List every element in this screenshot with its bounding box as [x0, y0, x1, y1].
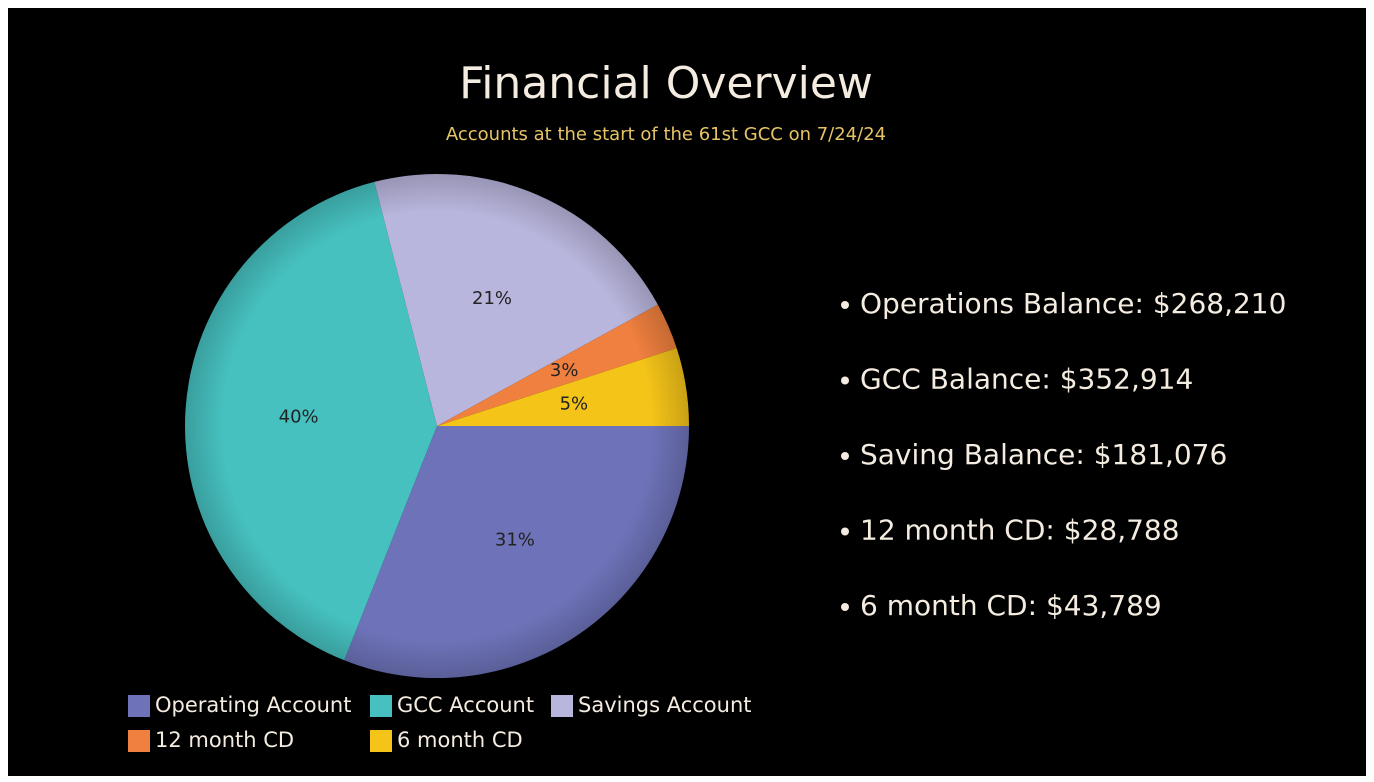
bullet-text: 12 month CD: $28,788: [860, 514, 1180, 547]
chart-title: Financial Overview: [459, 58, 873, 109]
slice-label: 31%: [495, 530, 535, 551]
bullet: [841, 376, 849, 385]
bullet: [841, 527, 849, 536]
bullet-text: 6 month CD: $43,789: [860, 589, 1162, 622]
legend-label: 6 month CD: [397, 728, 523, 752]
legend-swatch: [370, 730, 392, 752]
legend-swatch: [128, 695, 150, 717]
slice-label: 21%: [472, 288, 512, 309]
bullet: [841, 301, 849, 309]
bullet-text: GCC Balance: $352,914: [860, 363, 1193, 396]
chart-subtitle: Accounts at the start of the 61st GCC on…: [446, 124, 886, 145]
legend-label: GCC Account: [397, 693, 534, 717]
slice-label: 5%: [560, 393, 589, 414]
bullet-text: Saving Balance: $181,076: [860, 438, 1227, 471]
slice-label: 40%: [279, 406, 319, 427]
legend: Operating Account GCC Account Savings Acco…: [128, 693, 752, 752]
bullet-list: Operations Balance: $268,210 GCC Balance:…: [841, 287, 1286, 622]
legend-swatch: [551, 695, 573, 717]
pie: 31% 40% 21% 3% 5%: [184, 174, 689, 679]
legend-swatch: [370, 695, 392, 717]
slice-label: 3%: [550, 360, 579, 381]
legend-label: Savings Account: [578, 693, 752, 717]
legend-label: Operating Account: [155, 693, 351, 717]
bullet-text: Operations Balance: $268,210: [860, 287, 1286, 320]
legend-label: 12 month CD: [155, 728, 294, 752]
legend-swatch: [128, 730, 150, 752]
bullet: [841, 452, 849, 460]
bullet: [841, 603, 849, 611]
